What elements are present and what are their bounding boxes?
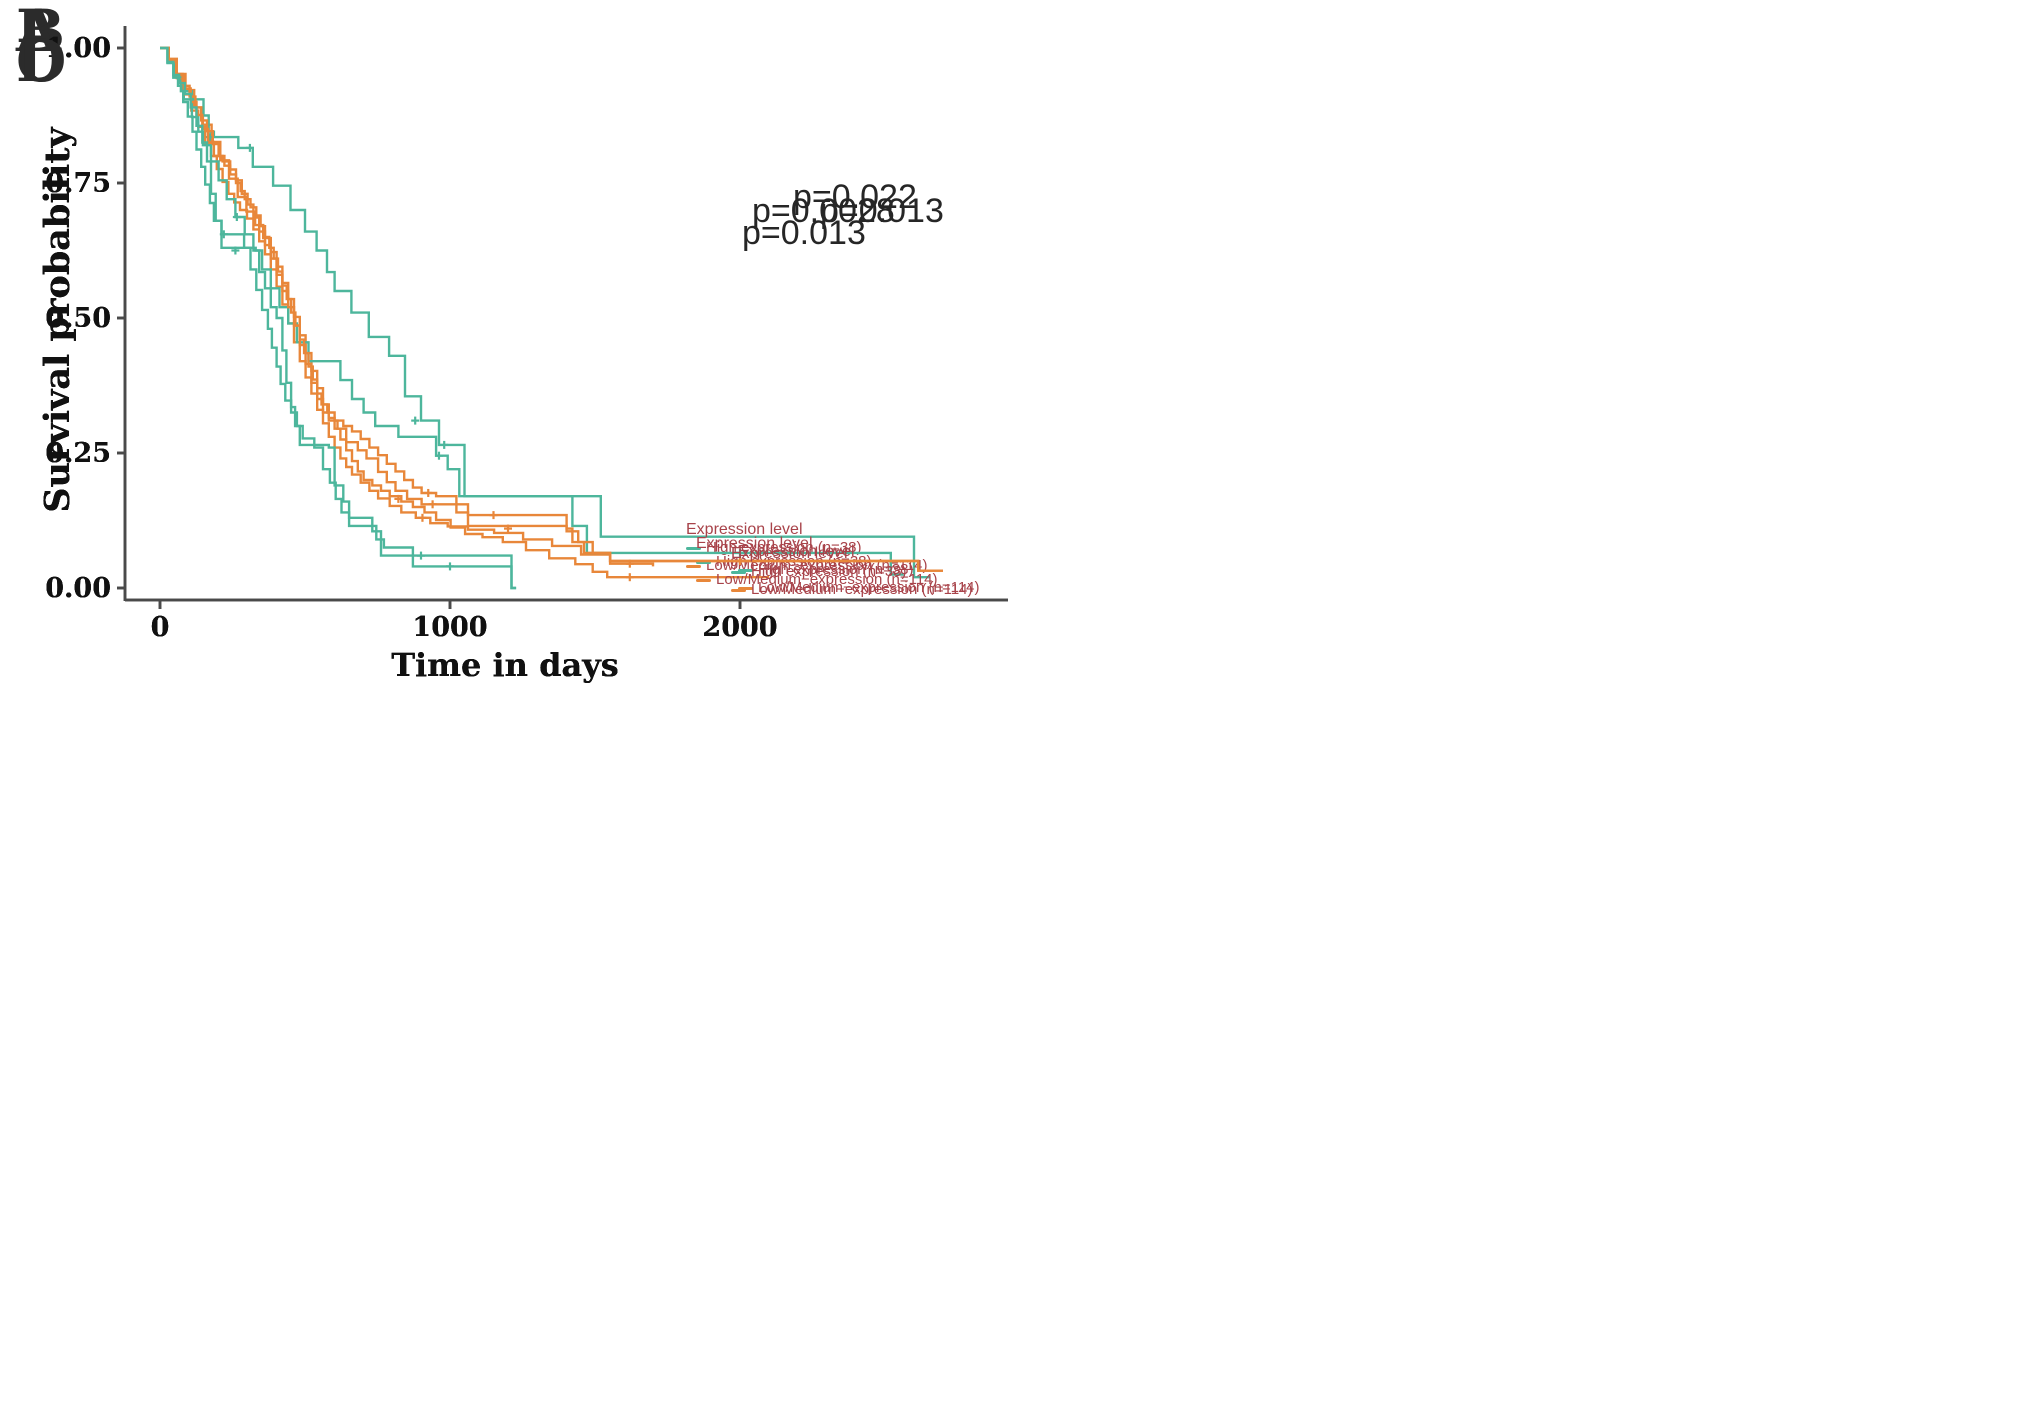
svg-text:2000: 2000 bbox=[702, 612, 777, 643]
panel-a: 0 1000 2000 0.00 0.25 0.50 0.75 1.00 A Survival… bbox=[0, 0, 1015, 710]
legend-item-label: High expression (n=38) bbox=[758, 561, 914, 578]
panel-letter: B bbox=[16, 0, 66, 65]
low-expression-line-swatch bbox=[696, 578, 711, 582]
legend-item-label: Low/Medium−expression (n=114) bbox=[758, 579, 980, 596]
panel-letter: A bbox=[16, 0, 62, 65]
svg-text:1.00: 1.00 bbox=[45, 33, 111, 64]
svg-text:0.50: 0.50 bbox=[45, 303, 111, 334]
svg-text:0.00: 0.00 bbox=[45, 573, 111, 604]
svg-text:0.75: 0.75 bbox=[45, 168, 111, 199]
svg-text:1.00: 1.00 bbox=[45, 33, 111, 64]
svg-text:1.00: 1.00 bbox=[45, 33, 111, 64]
p-value: p=0.0028 bbox=[752, 192, 895, 230]
panel-letter: D bbox=[16, 27, 67, 95]
svg-text:0.00: 0.00 bbox=[45, 573, 111, 604]
high-expression-line-swatch bbox=[686, 546, 701, 550]
svg-text:0.00: 0.00 bbox=[45, 573, 111, 604]
svg-text:0: 0 bbox=[151, 612, 170, 643]
svg-text:0: 0 bbox=[151, 612, 170, 643]
svg-text:1000: 1000 bbox=[412, 612, 487, 643]
low-expression-line-swatch bbox=[731, 588, 746, 592]
y-axis-title: Survival probability bbox=[37, 127, 78, 513]
svg-text:0.25: 0.25 bbox=[45, 438, 111, 469]
x-axis-title: Time in days bbox=[391, 646, 619, 684]
x-axis-title: Time in days bbox=[391, 646, 619, 684]
legend-title: Expression level bbox=[731, 545, 848, 562]
panel-letter: C bbox=[16, 27, 63, 95]
legend-item-high: High expression (n=38) bbox=[738, 561, 980, 579]
svg-text:0.75: 0.75 bbox=[45, 168, 111, 199]
km-plot: 0 1000 2000 0.00 0.25 0.50 0.75 1.00 bbox=[45, 26, 1008, 643]
high-expression-line-swatch bbox=[738, 568, 753, 572]
p-value: p=0.022 bbox=[793, 178, 917, 216]
svg-text:2000: 2000 bbox=[702, 612, 777, 643]
legend-item-high: High expression (n=38) bbox=[731, 563, 973, 581]
svg-text:0.00: 0.00 bbox=[45, 573, 111, 604]
svg-text:0.25: 0.25 bbox=[45, 438, 111, 469]
legend-item-low: Low/Medium−expression (n=114) bbox=[731, 581, 973, 599]
legend-item-low: Low/Medium−expression (n=114) bbox=[738, 579, 980, 597]
svg-text:1.00: 1.00 bbox=[45, 33, 111, 64]
svg-text:0.25: 0.25 bbox=[45, 438, 111, 469]
legend-title: Expression level bbox=[738, 543, 855, 560]
legend-item-label: Low/Medium−expression (n=114) bbox=[716, 571, 938, 588]
svg-text:1000: 1000 bbox=[412, 612, 487, 643]
svg-text:0.50: 0.50 bbox=[45, 303, 111, 334]
svg-text:0.75: 0.75 bbox=[45, 168, 111, 199]
legend-item-low: Low/Medium−expression (n=114) bbox=[696, 571, 938, 589]
x-axis-title: Time in days bbox=[391, 646, 619, 684]
legend: Expression level High expression (n=38) … bbox=[731, 545, 973, 599]
legend-title: Expression level bbox=[686, 521, 803, 538]
legend-title: Expression level bbox=[696, 535, 813, 552]
x-axis-title: Time in days bbox=[391, 646, 619, 684]
svg-text:0: 0 bbox=[151, 612, 170, 643]
low-expression-line-swatch bbox=[686, 564, 701, 568]
p-value: p=0.013 bbox=[742, 214, 866, 252]
svg-text:2000: 2000 bbox=[702, 612, 777, 643]
svg-text:1000: 1000 bbox=[412, 612, 487, 643]
svg-text:0: 0 bbox=[151, 612, 170, 643]
svg-text:1000: 1000 bbox=[412, 612, 487, 643]
high-expression-line-swatch bbox=[731, 570, 746, 574]
svg-text:0.25: 0.25 bbox=[45, 438, 111, 469]
low-expression-line-swatch bbox=[738, 586, 753, 590]
legend: Expression level High expression (n=38) … bbox=[738, 543, 980, 597]
legend-item-label: Low/Medium−expression (n=114) bbox=[751, 581, 973, 598]
p-value: p=0.013 bbox=[820, 192, 944, 230]
svg-text:2000: 2000 bbox=[702, 612, 777, 643]
km-plot: 0 1000 2000 0.00 0.25 0.50 0.75 1.00 bbox=[45, 26, 1008, 643]
panel-b: 0 1000 2000 0.00 0.25 0.50 0.75 1.00 B Survival… bbox=[0, 0, 1015, 710]
svg-text:0.50: 0.50 bbox=[45, 303, 111, 334]
svg-text:0.75: 0.75 bbox=[45, 168, 111, 199]
svg-text:0.50: 0.50 bbox=[45, 303, 111, 334]
panel-d: 0 1000 2000 0.00 0.25 0.50 0.75 1.00 D Survival… bbox=[0, 0, 1015, 710]
legend-item-label: High expression (n=38) bbox=[751, 563, 907, 580]
